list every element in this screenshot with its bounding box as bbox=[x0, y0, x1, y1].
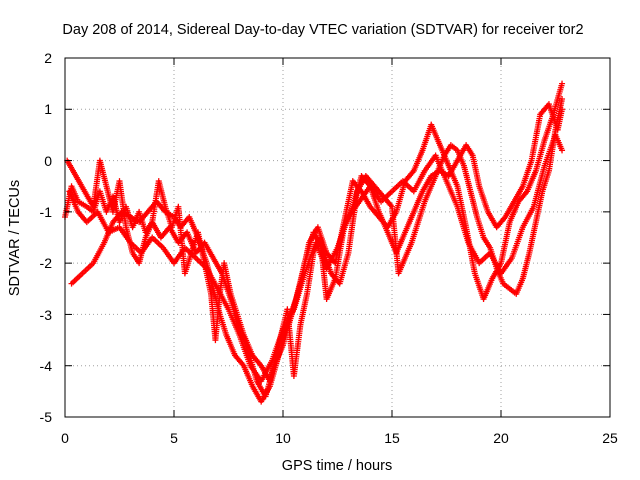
x-axis-label: GPS time / hours bbox=[282, 458, 392, 474]
x-tick-label: 25 bbox=[602, 430, 618, 446]
plot-frame bbox=[64, 57, 611, 418]
y-tick-label: 0 bbox=[44, 153, 52, 169]
x-tick-label: 0 bbox=[61, 430, 69, 446]
x-tick-label: 15 bbox=[384, 430, 400, 446]
y-tick-label: -1 bbox=[40, 204, 53, 220]
y-tick-label: -5 bbox=[40, 409, 53, 425]
y-tick-labels: 2 1 0 -1 -2 -3 -4 -5 bbox=[40, 50, 53, 425]
y-tick-label: -2 bbox=[40, 255, 53, 271]
x-tick-labels: 0 5 10 15 20 25 bbox=[61, 430, 618, 446]
y-tick-label: 2 bbox=[44, 50, 52, 66]
data-point-marker bbox=[559, 106, 566, 113]
data-point-marker bbox=[559, 80, 566, 87]
y-tick-label: 1 bbox=[44, 101, 52, 117]
x-tick-label: 5 bbox=[170, 430, 178, 446]
data-point-marker bbox=[559, 96, 566, 103]
y-tick-label: -3 bbox=[40, 307, 53, 323]
data-point-marker bbox=[559, 147, 566, 154]
x-tick-label: 10 bbox=[275, 430, 291, 446]
x-tick-label: 20 bbox=[493, 430, 509, 446]
series-track-d bbox=[64, 101, 566, 385]
data-points-layer bbox=[62, 80, 566, 405]
y-axis-label: SDTVAR / TECUs bbox=[7, 180, 23, 296]
chart-title: Day 208 of 2014, Sidereal Day-to-day VTE… bbox=[62, 22, 583, 38]
y-tick-label: -4 bbox=[40, 358, 53, 374]
tick-layer bbox=[64, 57, 611, 418]
